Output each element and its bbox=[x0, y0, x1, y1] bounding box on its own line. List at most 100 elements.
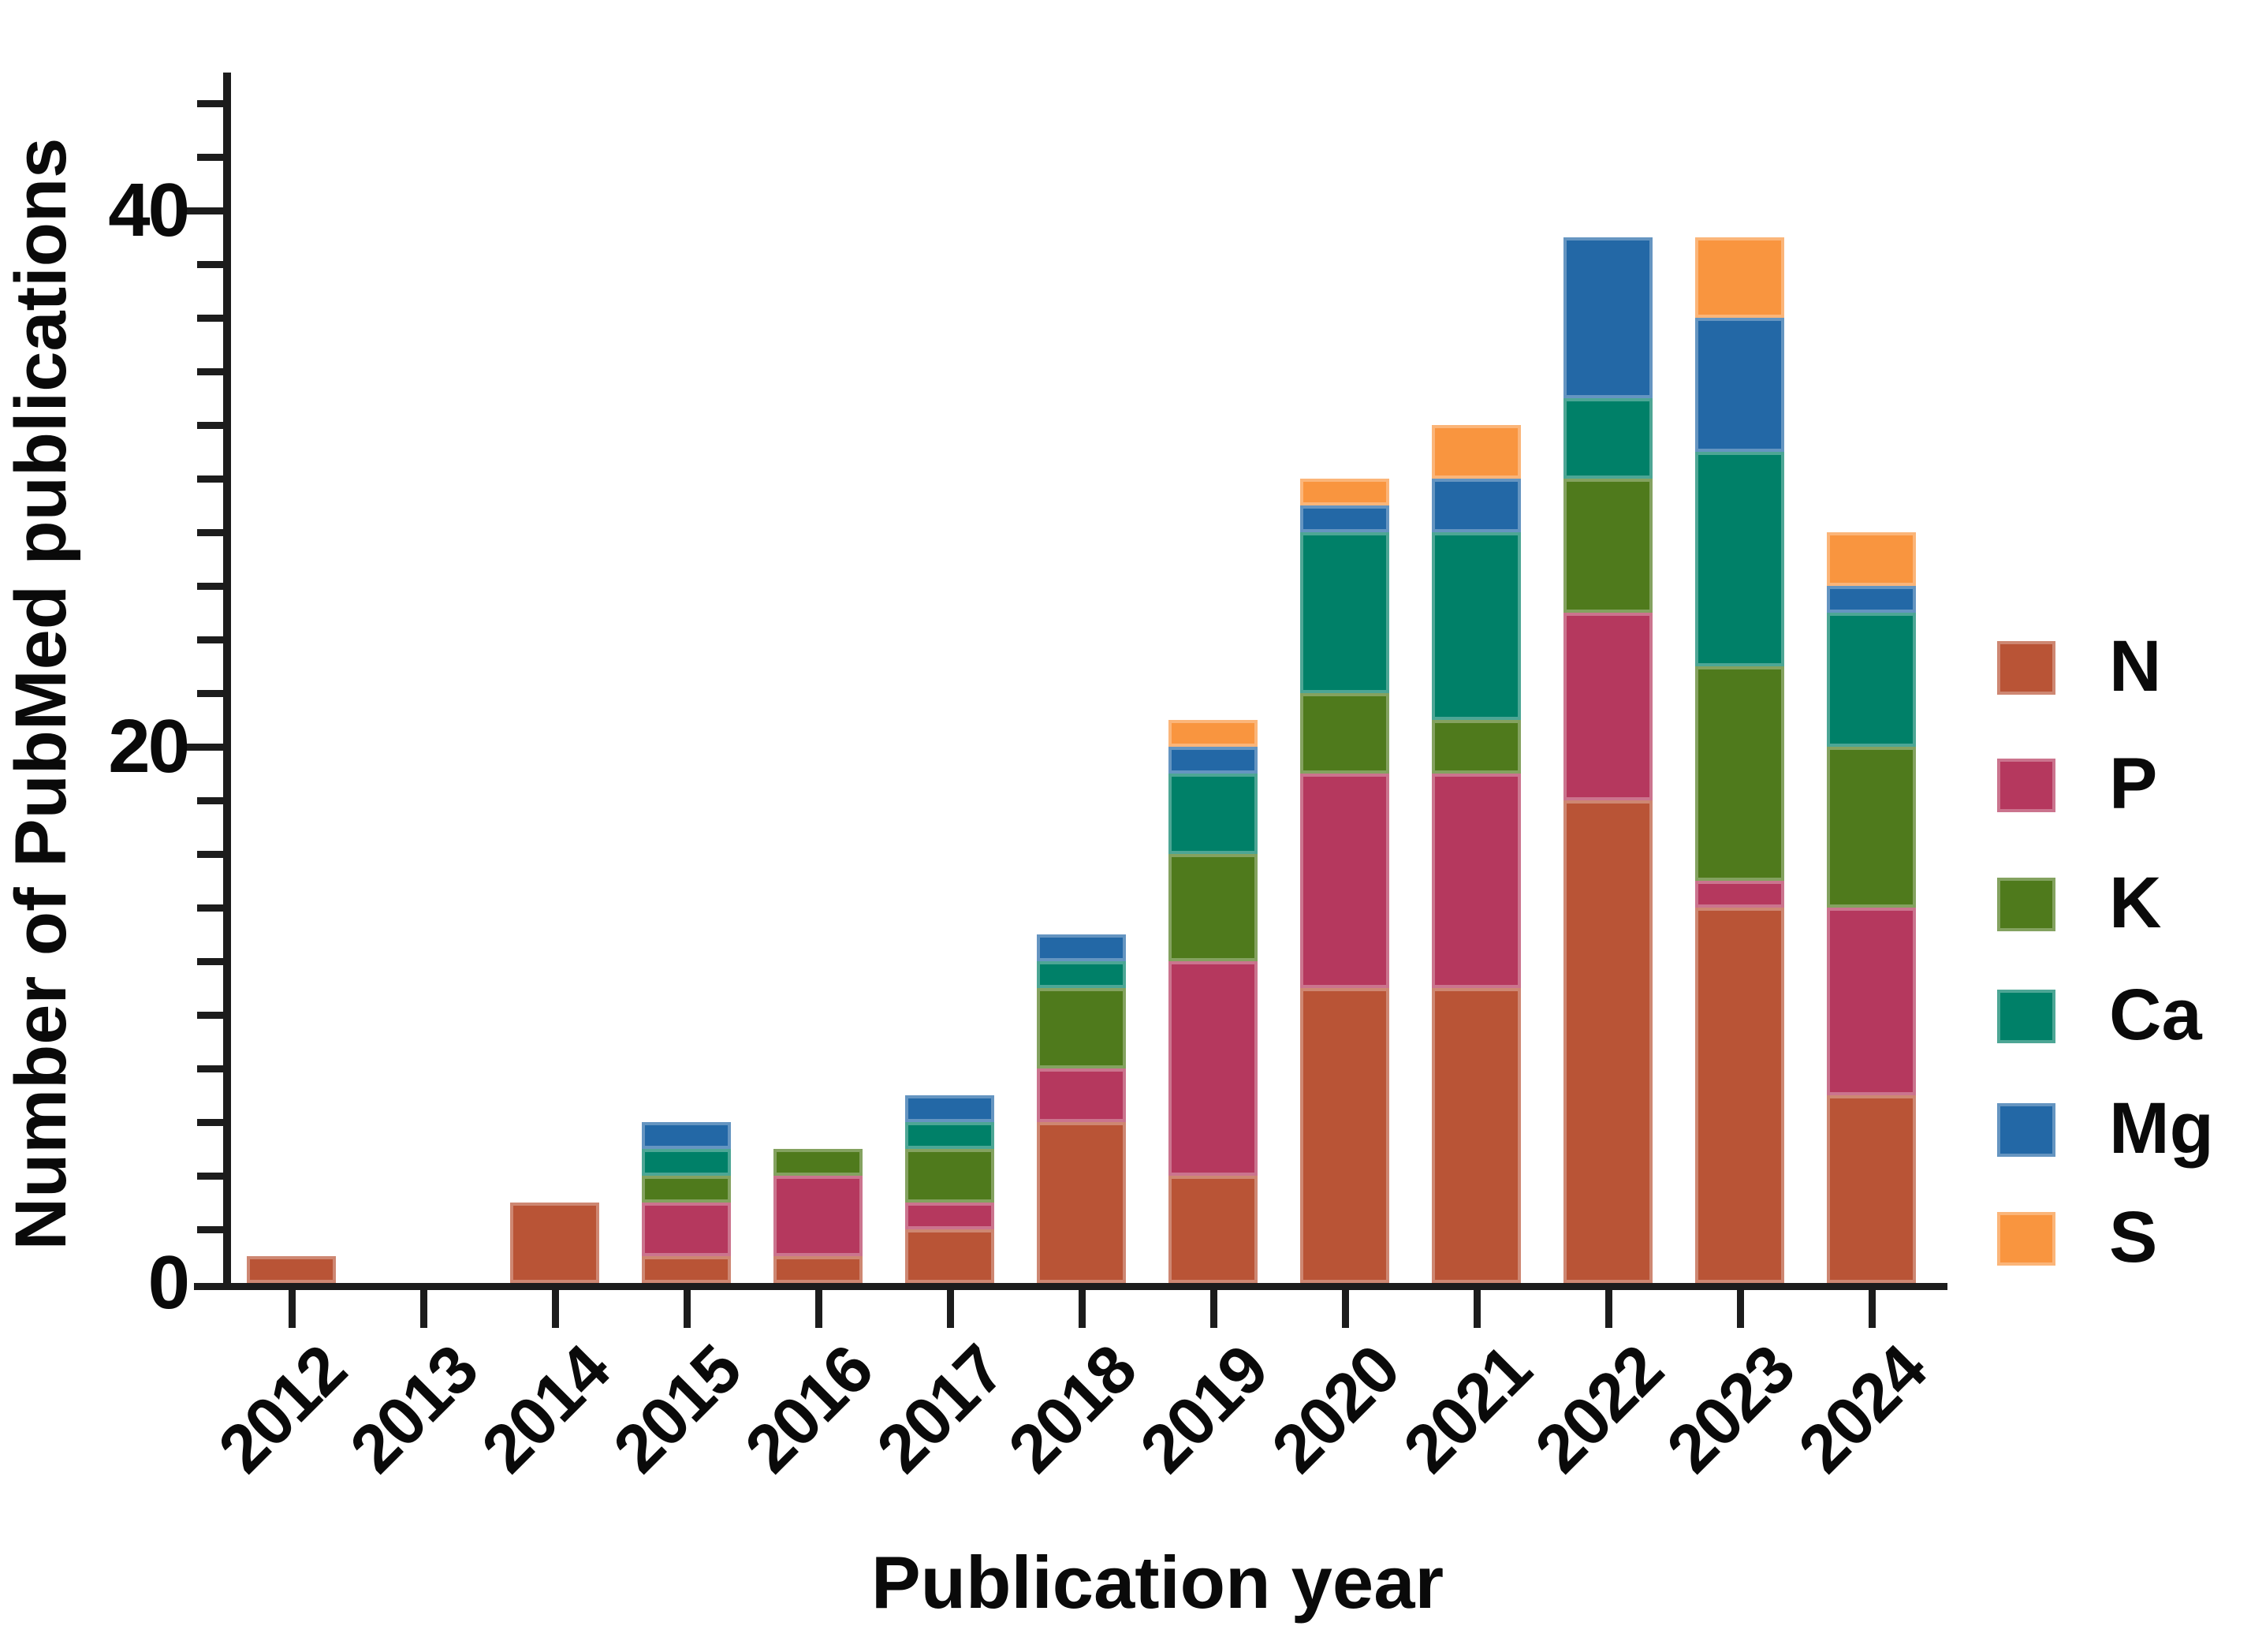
legend: N P K Ca Mg S bbox=[1997, 0, 2251, 1652]
bar-segment-Mg bbox=[642, 1122, 731, 1149]
y-minor-tick bbox=[197, 1119, 223, 1126]
legend-label-K: K bbox=[2109, 863, 2162, 943]
y-minor-tick bbox=[197, 154, 223, 161]
x-tick bbox=[815, 1290, 822, 1328]
y-tick-label: 40 bbox=[108, 168, 190, 252]
bar-segment-P bbox=[1300, 774, 1389, 988]
legend-label-N: N bbox=[2109, 626, 2162, 707]
y-minor-tick bbox=[197, 529, 223, 536]
bar-segment-S bbox=[1432, 425, 1521, 479]
bar-segment-K bbox=[1168, 854, 1258, 961]
y-minor-tick bbox=[197, 100, 223, 107]
y-minor-tick bbox=[197, 368, 223, 375]
bar-segment-P bbox=[1695, 881, 1784, 908]
y-minor-tick bbox=[197, 1173, 223, 1180]
y-minor-tick bbox=[197, 636, 223, 643]
x-year-label: 2020 bbox=[1257, 1331, 1414, 1487]
legend-label-Mg: Mg bbox=[2109, 1088, 2214, 1169]
bar-segment-K bbox=[1432, 720, 1521, 774]
bar-segment-P bbox=[1827, 908, 1916, 1095]
y-minor-tick bbox=[197, 422, 223, 429]
bar-segment-Ca bbox=[642, 1149, 731, 1176]
bar-segment-Mg bbox=[905, 1095, 994, 1122]
bar-segment-K bbox=[1827, 747, 1916, 908]
x-year-label: 2012 bbox=[203, 1331, 360, 1487]
legend-label-Ca: Ca bbox=[2109, 975, 2202, 1055]
bar-segment-Ca bbox=[1168, 774, 1258, 854]
bar-segment-Mg bbox=[1300, 505, 1389, 532]
bar-segment-Ca bbox=[1827, 613, 1916, 747]
bar-segment-P bbox=[1037, 1068, 1126, 1122]
bar-segment-K bbox=[905, 1149, 994, 1203]
bar-segment-S bbox=[1695, 237, 1784, 318]
bar-segment-N bbox=[1300, 988, 1389, 1283]
legend-swatch-Ca bbox=[1997, 990, 2055, 1043]
x-tick bbox=[1869, 1290, 1876, 1328]
bar-segment-S bbox=[1300, 479, 1389, 505]
x-year-label: 2014 bbox=[467, 1331, 624, 1487]
bar-segment-P bbox=[1563, 613, 1653, 800]
y-minor-tick bbox=[197, 690, 223, 697]
legend-swatch-K bbox=[1997, 878, 2055, 931]
y-minor-tick bbox=[197, 1012, 223, 1019]
legend-swatch-N bbox=[1997, 641, 2055, 695]
bar-segment-Ca bbox=[1563, 398, 1653, 479]
bar-segment-P bbox=[773, 1176, 863, 1256]
bar-segment-Mg bbox=[1037, 934, 1126, 961]
x-year-label: 2016 bbox=[730, 1331, 887, 1487]
bar-segment-P bbox=[905, 1203, 994, 1229]
y-minor-tick bbox=[197, 851, 223, 858]
x-year-label: 2024 bbox=[1783, 1331, 1940, 1487]
bar-segment-N bbox=[773, 1256, 863, 1283]
y-minor-tick bbox=[197, 583, 223, 590]
x-year-label: 2018 bbox=[993, 1331, 1150, 1487]
x-tick bbox=[289, 1290, 296, 1328]
x-year-label: 2013 bbox=[335, 1331, 492, 1487]
bar-segment-Mg bbox=[1695, 318, 1784, 452]
bar-segment-Ca bbox=[1300, 532, 1389, 693]
x-year-label: 2015 bbox=[598, 1331, 755, 1487]
y-minor-tick bbox=[197, 904, 223, 912]
bar-segment-N bbox=[247, 1256, 336, 1283]
legend-swatch-P bbox=[1997, 759, 2055, 812]
bar-segment-P bbox=[642, 1203, 731, 1256]
y-minor-tick bbox=[197, 1226, 223, 1233]
y-major-tick bbox=[186, 744, 223, 751]
bar-segment-N bbox=[510, 1203, 599, 1283]
bar-segment-K bbox=[1037, 988, 1126, 1068]
y-minor-tick bbox=[197, 1065, 223, 1072]
bar-segment-K bbox=[1695, 666, 1784, 881]
y-minor-tick bbox=[197, 315, 223, 322]
bar-segment-K bbox=[1300, 693, 1389, 774]
x-tick bbox=[1210, 1290, 1217, 1328]
y-tick-label: 20 bbox=[108, 704, 190, 789]
bar-segment-N bbox=[1168, 1176, 1258, 1283]
x-axis-line bbox=[194, 1283, 1947, 1290]
y-minor-tick bbox=[197, 797, 223, 804]
x-tick bbox=[684, 1290, 691, 1328]
x-tick bbox=[1605, 1290, 1612, 1328]
legend-swatch-Mg bbox=[1997, 1103, 2055, 1157]
bar-segment-Mg bbox=[1563, 237, 1653, 398]
bar-segment-N bbox=[1037, 1122, 1126, 1283]
bar-segment-Mg bbox=[1168, 747, 1258, 774]
bar-segment-N bbox=[1432, 988, 1521, 1283]
x-year-label: 2017 bbox=[862, 1331, 1019, 1487]
x-year-label: 2022 bbox=[1520, 1331, 1677, 1487]
y-minor-tick bbox=[197, 261, 223, 268]
y-minor-tick bbox=[197, 958, 223, 965]
bar-segment-P bbox=[1432, 774, 1521, 988]
bar-segment-K bbox=[642, 1176, 731, 1203]
y-major-tick bbox=[186, 207, 223, 214]
bar-segment-Ca bbox=[905, 1122, 994, 1149]
x-tick bbox=[1079, 1290, 1086, 1328]
x-tick bbox=[1342, 1290, 1349, 1328]
bar-segment-Mg bbox=[1827, 586, 1916, 613]
x-tick bbox=[1737, 1290, 1744, 1328]
x-tick bbox=[552, 1290, 559, 1328]
bar-segment-Ca bbox=[1037, 961, 1126, 988]
x-year-label: 2023 bbox=[1652, 1331, 1809, 1487]
legend-swatch-S bbox=[1997, 1212, 2055, 1266]
bar-segment-P bbox=[1168, 961, 1258, 1176]
